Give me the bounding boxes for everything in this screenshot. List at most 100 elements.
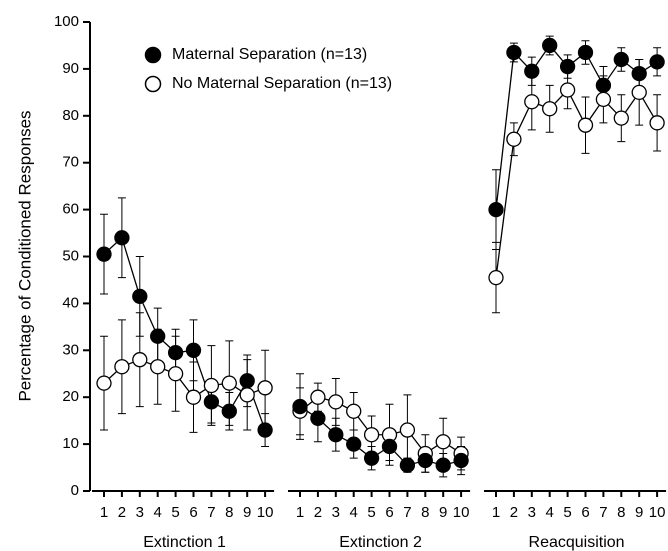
data-point	[132, 352, 148, 368]
legend-marker	[144, 46, 162, 64]
data-point	[239, 373, 255, 389]
legend-marker	[144, 75, 162, 93]
data-point	[203, 394, 220, 410]
data-point	[167, 344, 184, 361]
x-tick-label: 6	[189, 504, 197, 521]
x-tick-label: 5	[367, 504, 375, 521]
series-line	[103, 358, 266, 399]
x-tick-label: 7	[403, 504, 411, 521]
data-point	[346, 436, 362, 452]
group-label: Reacquisition	[529, 534, 625, 551]
data-point	[453, 452, 469, 469]
data-point	[203, 377, 220, 394]
data-point	[96, 375, 112, 391]
data-point	[363, 427, 380, 443]
y-tick-label: 10	[62, 435, 79, 452]
x-tick-label: 2	[314, 504, 322, 521]
data-point	[524, 63, 540, 79]
y-tick-label: 90	[62, 60, 79, 77]
y-tick-label: 20	[62, 388, 79, 405]
series-line	[299, 396, 462, 455]
data-point	[150, 328, 166, 344]
y-axis-label: Percentage of Conditioned Responses	[15, 110, 34, 401]
data-point	[506, 44, 522, 61]
x-tick-label: 2	[118, 504, 126, 521]
x-tick-label: 7	[207, 504, 215, 521]
group-label: Extinction 1	[143, 534, 226, 551]
y-tick-label: 100	[54, 13, 79, 30]
data-point	[559, 58, 576, 75]
data-point	[221, 375, 237, 391]
data-point	[310, 389, 326, 405]
x-tick-label: 8	[617, 504, 625, 521]
x-tick-label: 5	[563, 504, 571, 521]
data-point	[506, 131, 522, 147]
data-point	[292, 398, 308, 415]
x-tick-label: 3	[528, 504, 536, 521]
data-point	[239, 387, 255, 403]
series-line	[103, 236, 266, 431]
x-tick-label: 2	[510, 504, 518, 521]
data-point	[524, 94, 540, 110]
data-point	[381, 438, 398, 455]
data-point	[435, 434, 451, 450]
x-tick-label: 10	[453, 504, 470, 521]
data-point	[488, 269, 504, 286]
data-point	[96, 246, 112, 262]
y-tick-label: 60	[62, 201, 79, 218]
data-point	[257, 380, 273, 396]
data-point	[613, 51, 629, 68]
x-tick-label: 3	[136, 504, 144, 521]
data-point	[435, 457, 451, 473]
data-point	[488, 201, 504, 218]
x-tick-label: 10	[649, 504, 666, 521]
y-tick-label: 40	[62, 294, 79, 311]
series-line	[495, 44, 658, 210]
data-point	[399, 457, 416, 473]
data-point	[595, 77, 612, 93]
x-tick-label: 1	[296, 504, 304, 521]
y-tick-label: 0	[71, 482, 79, 499]
data-point	[542, 101, 558, 117]
y-tick-label: 50	[62, 247, 79, 264]
x-tick-label: 6	[581, 504, 589, 521]
x-tick-label: 7	[599, 504, 607, 521]
data-point	[132, 288, 148, 305]
data-point	[631, 65, 647, 82]
data-point	[114, 359, 130, 375]
x-tick-label: 4	[154, 504, 162, 521]
data-point	[167, 366, 184, 382]
group-label: Extinction 2	[339, 534, 422, 551]
data-point	[577, 44, 594, 61]
data-point	[221, 403, 237, 419]
data-point	[542, 37, 558, 54]
series-line	[495, 88, 658, 278]
series-line	[299, 406, 462, 466]
x-tick-label: 8	[225, 504, 233, 521]
x-tick-label: 3	[332, 504, 340, 521]
data-point	[150, 359, 166, 375]
legend-label: No Maternal Separation (n=13)	[172, 75, 392, 92]
x-tick-label: 4	[350, 504, 358, 521]
x-tick-label: 9	[439, 504, 447, 521]
data-point	[399, 422, 416, 438]
data-point	[310, 410, 326, 426]
data-point	[328, 427, 344, 443]
data-point	[577, 117, 594, 133]
data-point	[559, 82, 576, 98]
data-point	[328, 394, 344, 410]
x-tick-label: 4	[546, 504, 554, 521]
data-point	[649, 115, 665, 131]
legend-label: Maternal Separation (n=13)	[172, 46, 367, 63]
x-tick-label: 9	[243, 504, 251, 521]
y-tick-label: 30	[62, 341, 79, 358]
y-tick-label: 70	[62, 154, 79, 171]
data-point	[417, 452, 433, 469]
y-tick-label: 80	[62, 107, 79, 124]
data-point	[363, 450, 380, 466]
data-point	[649, 54, 665, 70]
x-tick-label: 6	[385, 504, 393, 521]
data-point	[613, 110, 629, 126]
data-point	[595, 91, 612, 108]
